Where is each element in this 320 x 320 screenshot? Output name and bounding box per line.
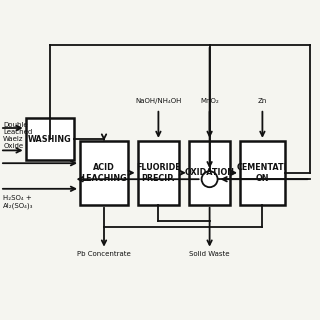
Bar — [80, 141, 128, 205]
Text: MnO₂: MnO₂ — [200, 98, 219, 104]
Text: CEMENTATI
ON: CEMENTATI ON — [237, 163, 288, 182]
Bar — [240, 141, 285, 205]
Text: Solid Waste: Solid Waste — [189, 251, 230, 257]
Text: NaOH/NH₄OH: NaOH/NH₄OH — [135, 98, 181, 104]
Bar — [26, 118, 74, 160]
Bar — [189, 141, 230, 205]
Text: Zn: Zn — [258, 98, 267, 104]
Text: H₂SO₄ +
Al₂(SO₄)₃: H₂SO₄ + Al₂(SO₄)₃ — [3, 195, 34, 209]
Text: WASHING: WASHING — [28, 135, 71, 144]
Text: ACID
LEACHING: ACID LEACHING — [81, 163, 127, 182]
Text: Pb Concentrate: Pb Concentrate — [77, 251, 131, 257]
Bar — [138, 141, 179, 205]
Text: OXIDATION: OXIDATION — [185, 168, 235, 177]
Text: FLUORIDE
PRECIP.: FLUORIDE PRECIP. — [136, 163, 181, 182]
Text: Double
Leached
Waelz
Oxide: Double Leached Waelz Oxide — [3, 122, 32, 148]
